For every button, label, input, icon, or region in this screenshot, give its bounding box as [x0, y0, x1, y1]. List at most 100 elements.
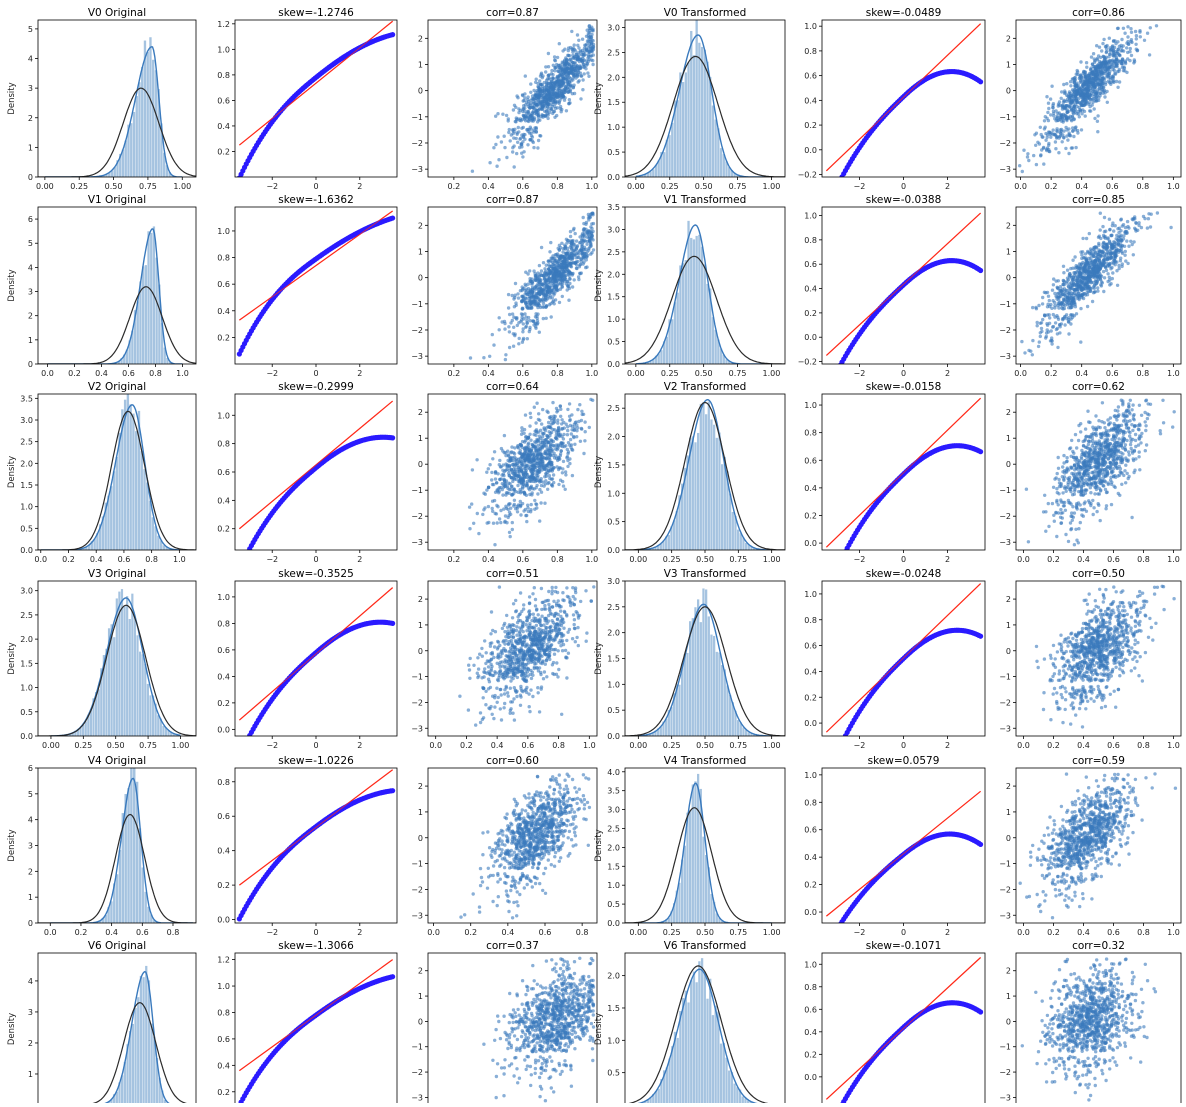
v0-transformed-scatter-scatter-point [1067, 152, 1070, 155]
v2-original-scatter-scatter-point [546, 488, 549, 491]
v1-original-scatter-scatter-point [567, 299, 570, 302]
v1-transformed-scatter-scatter-point [1048, 322, 1051, 325]
v1-transformed-hist-xtick-label: 1.00 [763, 369, 781, 378]
v1-transformed-scatter-scatter-point [1169, 226, 1172, 229]
v1-transformed-scatter-scatter-point [1120, 265, 1123, 268]
v0-transformed-hist-xtick-label: 0.00 [627, 182, 645, 191]
v0-original-scatter-scatter-point [503, 135, 506, 138]
v0-transformed-scatter-scatter-point [1045, 95, 1048, 98]
v1-transformed-scatter-scatter-point [1046, 328, 1049, 331]
v0-original-scatter-scatter-point [566, 91, 569, 94]
v1-transformed-scatter-scatter-point [1093, 249, 1096, 252]
v0-original-scatter-scatter-point [588, 35, 591, 38]
v0-transformed-scatter-scatter-point [1085, 61, 1088, 64]
v1-transformed-scatter-scatter-point [1097, 242, 1100, 245]
v1-transformed-scatter-scatter-point [1072, 301, 1075, 304]
v1-transformed-scatter-scatter-point [1069, 317, 1072, 320]
v0-transformed-scatter-scatter-point [1122, 49, 1125, 52]
v1-original-hist-hist-bar [155, 258, 157, 364]
v0-transformed-scatter-scatter-point [1118, 45, 1121, 48]
v0-original-qq-ytick-label: 0.2 [217, 147, 230, 156]
v1-original-scatter-scatter-point [582, 255, 585, 258]
v1-original-scatter-scatter-point [522, 322, 525, 325]
v0-transformed-scatter-scatter-point [1052, 128, 1055, 131]
v1-transformed-scatter-scatter-point [1052, 313, 1055, 316]
v0-original-scatter-scatter-point [546, 117, 549, 120]
v1-transformed-scatter-scatter-point [1069, 313, 1072, 316]
v0-transformed-qq-xtick-label: 2 [945, 182, 950, 191]
v0-original-scatter-scatter-point [512, 130, 515, 133]
v0-transformed-qq-ytick-label: 0.0 [804, 146, 817, 155]
v0-transformed-hist-xtick-label: 0.25 [661, 182, 679, 191]
v1-original-scatter-scatter-point [537, 292, 540, 295]
v1-original-hist-hist-bar [137, 301, 139, 364]
v1-transformed-scatter-scatter-point [1067, 306, 1070, 309]
v0-transformed-scatter-scatter-point [1075, 93, 1078, 96]
v1-original-scatter-scatter-point [534, 322, 537, 325]
v1-transformed-scatter-scatter-point [1086, 283, 1089, 286]
v0-transformed-qq-ref-line-overlay [826, 24, 980, 171]
v0-transformed-scatter-scatter-point [1093, 57, 1096, 60]
v1-transformed-scatter-scatter-point [1078, 275, 1081, 278]
v0-transformed-hist-ylabel: Density [594, 82, 604, 114]
v2-original-scatter-scatter-point [511, 521, 514, 524]
v1-transformed-scatter-scatter-point [1122, 234, 1125, 237]
v0-transformed-scatter-scatter-point [1038, 142, 1041, 145]
v0-original-scatter-ytick-label: −3 [411, 165, 423, 174]
v1-transformed-scatter-scatter-point [1039, 331, 1042, 334]
v0-transformed-scatter-scatter-point [1148, 53, 1151, 56]
v0-transformed-scatter-scatter-point [1112, 40, 1115, 43]
v1-transformed-scatter-scatter-point [1073, 274, 1076, 277]
v1-transformed-scatter-scatter-point [1040, 327, 1043, 330]
v0-transformed-scatter-scatter-point [1126, 35, 1129, 38]
v0-original-scatter-scatter-point [537, 139, 540, 142]
v0-original-scatter-scatter-point [581, 53, 584, 56]
v0-original-qq-ytick-label: 0.6 [217, 96, 230, 105]
v1-transformed-scatter-scatter-point [1103, 216, 1106, 219]
v1-transformed-scatter-scatter-point [1074, 279, 1077, 282]
v0-transformed-qq-qq-point [978, 79, 983, 84]
v1-original-scatter-scatter-point [516, 292, 519, 295]
v1-original-scatter-xtick-label: 0.2 [448, 369, 461, 378]
v1-original-scatter-scatter-point [517, 296, 520, 299]
v1-transformed-scatter-scatter-point [1068, 272, 1071, 275]
v0-original-scatter-scatter-point [588, 31, 591, 34]
v0-transformed-scatter-scatter-point [1108, 49, 1111, 52]
v1-transformed-scatter-scatter-point [1117, 231, 1120, 234]
v0-original-scatter-scatter-point [526, 128, 529, 131]
v2-original-scatter-scatter-point [507, 516, 510, 519]
v1-original-scatter-scatter-point [539, 306, 542, 309]
v0-transformed-qq-qq-point [827, 199, 832, 204]
v0-transformed-scatter-scatter-point [1092, 79, 1095, 82]
v1-original-scatter-scatter-point [538, 299, 541, 302]
v0-original-scatter-scatter-point [511, 150, 514, 153]
v0-original-scatter-scatter-point [556, 56, 559, 59]
v0-transformed-scatter-scatter-point [1067, 133, 1070, 136]
v1-original-scatter-scatter-point [559, 281, 562, 284]
v0-transformed-scatter-scatter-point [1078, 115, 1081, 118]
v0-transformed-scatter-scatter-point [1062, 101, 1065, 104]
v1-original-scatter-ytick-label: 1 [418, 247, 423, 256]
v1-original-hist-xtick-label: 0.8 [149, 369, 162, 378]
v0-original-scatter-scatter-point [488, 161, 491, 164]
v1-original-scatter-scatter-point [498, 328, 501, 331]
v1-original-scatter-scatter-point [521, 341, 524, 344]
v1-original-scatter-scatter-point [560, 273, 563, 276]
v0-original-qq-xtick-label: 2 [357, 182, 362, 191]
v0-original-scatter-scatter-point [517, 126, 520, 129]
v1-transformed-scatter-scatter-point [1062, 279, 1065, 282]
v0-transformed-scatter-scatter-point [1047, 102, 1050, 105]
v0-original-scatter-scatter-point [584, 53, 587, 56]
v0-original-hist-hist-bar [130, 123, 132, 177]
v2-original-qq-qq-point [239, 563, 244, 568]
v0-transformed-hist-ytick-label: 0.0 [607, 173, 620, 182]
v0-original-scatter-scatter-point [494, 115, 497, 118]
v2-original-hist-xtick-label: 0.6 [118, 555, 131, 564]
v1-transformed-scatter-scatter-point [1056, 346, 1059, 349]
v0-transformed-scatter-xtick-label: 1.0 [1167, 182, 1180, 191]
v2-original-hist-hist-bar [135, 431, 137, 550]
v0-original-hist-plot-area [38, 37, 196, 177]
v0-transformed-scatter-scatter-point [1091, 62, 1094, 65]
